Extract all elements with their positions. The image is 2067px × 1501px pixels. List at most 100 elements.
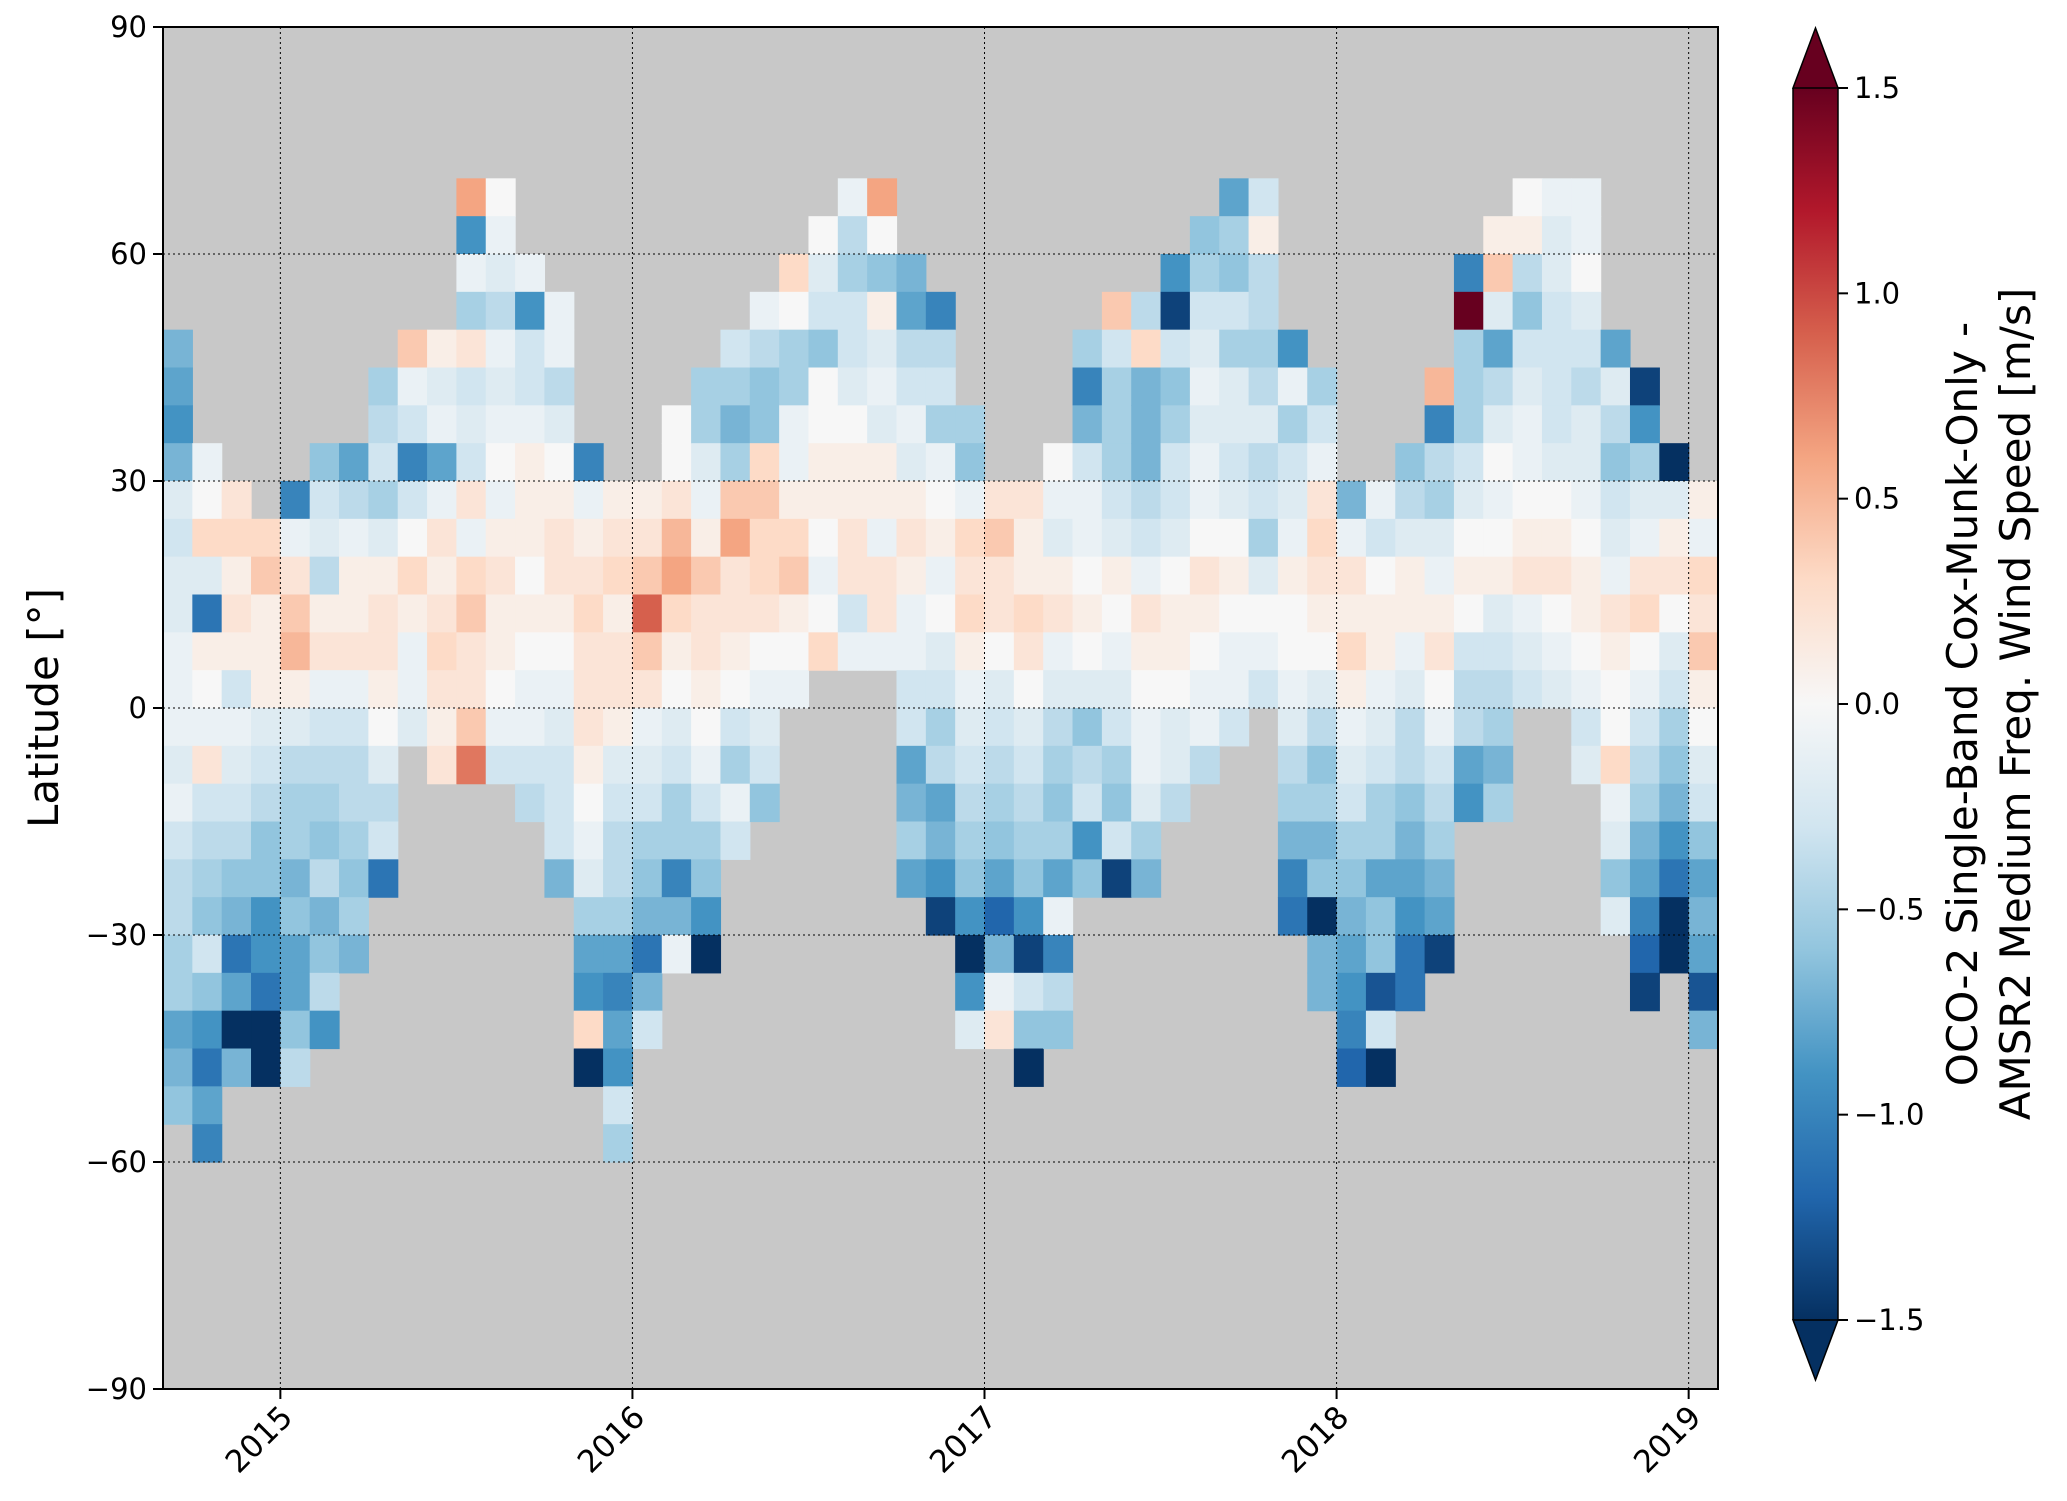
heatmap-cell [661,708,692,747]
heatmap-cell [515,783,546,823]
heatmap-cell [1131,783,1162,823]
heatmap-cell [1131,443,1162,482]
heatmap-cell [779,367,810,406]
heatmap-cell [1160,708,1191,747]
heatmap-cell [1072,367,1103,406]
heatmap-cell [192,745,223,785]
heatmap-cell [603,556,634,596]
heatmap-cell [925,670,956,709]
heatmap-cell [1424,556,1455,596]
heatmap-cell [427,367,457,406]
heatmap-cell [1043,859,1074,898]
heatmap-cell [339,443,369,482]
heatmap-cell [544,291,575,331]
heatmap-cell [1160,783,1191,823]
colorbar-tick-label: −0.5 [1854,892,1924,926]
heatmap-cell [397,443,428,482]
heatmap-cell [1453,367,1484,406]
heatmap-cell [221,821,252,860]
heatmap-cell [1277,783,1308,823]
heatmap-cell [485,178,516,217]
heatmap-cell [1453,443,1484,482]
heatmap-cell [544,745,575,785]
heatmap-cell [1395,935,1426,974]
heatmap-cell [1131,632,1162,671]
heatmap-cell [1160,405,1191,444]
heatmap-cell [1659,897,1690,936]
heatmap-cell [837,178,868,217]
heatmap-cell [573,556,604,596]
heatmap-cell [867,291,898,331]
heatmap-cell [1512,178,1543,217]
heatmap-cell [1219,670,1250,709]
heatmap-cell [573,670,604,709]
heatmap-cell [749,367,780,406]
heatmap-cell [603,594,634,633]
heatmap-cell [1219,518,1250,558]
heatmap-cell [1571,518,1602,558]
y-tick-label: −30 [86,918,147,952]
heatmap-cell [1541,405,1572,444]
heatmap-cell [515,745,546,785]
heatmap-cell [515,594,546,633]
heatmap-cell [1395,632,1426,671]
heatmap-cell [1043,972,1074,1012]
heatmap-cell [1013,708,1044,747]
heatmap-cell [1395,481,1426,520]
heatmap-cell [1013,1048,1044,1087]
heatmap-cell [280,670,311,709]
heatmap-cell [456,178,487,217]
heatmap-cell [1541,329,1572,369]
heatmap-cell [573,783,604,823]
heatmap-cell [1219,291,1250,331]
heatmap-cell [544,556,575,596]
heatmap-cell [720,405,751,444]
heatmap-cell [1600,821,1631,860]
heatmap-cell [1219,216,1250,255]
heatmap-cell [603,897,634,936]
heatmap-cell [720,329,751,369]
heatmap-cell [661,632,692,671]
heatmap-cell [1365,670,1396,709]
heatmap-cell [1629,935,1660,974]
heatmap-cell [1395,518,1426,558]
heatmap-cell [339,632,369,671]
heatmap-cell [1307,783,1338,823]
heatmap-cell [1571,708,1602,747]
heatmap-cell [955,821,986,860]
heatmap-cell [1629,859,1660,898]
heatmap-cell [661,594,692,633]
heatmap-cell [280,481,311,520]
heatmap-cell [309,708,340,747]
heatmap-cell [632,632,663,671]
heatmap-cell [1277,708,1308,747]
heatmap-cell [632,972,663,1012]
heatmap-cell [1483,405,1514,444]
heatmap-cell [1541,216,1572,255]
heatmap-cell [163,783,193,823]
heatmap-cell [280,632,311,671]
heatmap-cell [779,329,810,369]
heatmap-cell [632,897,663,936]
heatmap-cell [1160,291,1191,331]
y-axis-ticks: 90 60 30 0 −30 −60 −90 [86,10,163,1406]
heatmap-cell [573,1048,604,1087]
heatmap-cell [1541,670,1572,709]
heatmap-cell [163,708,193,747]
heatmap-cell [1248,594,1279,633]
heatmap-cell [691,783,722,823]
heatmap-cell [1483,518,1514,558]
heatmap-cell [339,481,369,520]
heatmap-cell [1219,594,1250,633]
heatmap-cell [485,329,516,369]
heatmap-cell [1600,632,1631,671]
heatmap-cell [368,859,399,898]
heatmap-cell [1365,935,1396,974]
heatmap-cell [1659,708,1690,747]
heatmap-cell [632,821,663,860]
heatmap-cell [1483,632,1514,671]
heatmap-cell [1629,518,1660,558]
heatmap-cell [1395,897,1426,936]
heatmap-cell [955,935,986,974]
heatmap-cell [632,745,663,785]
